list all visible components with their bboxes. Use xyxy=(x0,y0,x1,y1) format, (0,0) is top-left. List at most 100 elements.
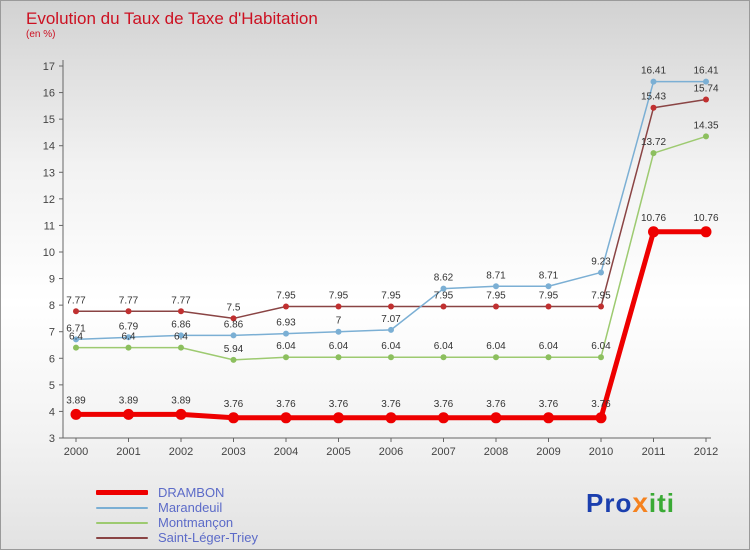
point-label: 13.72 xyxy=(641,137,666,148)
y-tick-label: 12 xyxy=(43,194,55,206)
point-label: 6.04 xyxy=(381,341,401,352)
point-label: 9.23 xyxy=(591,256,611,267)
x-tick-label: 2007 xyxy=(431,446,455,458)
point-label: 6.86 xyxy=(171,319,191,330)
data-point xyxy=(123,408,134,420)
page-subtitle: (en %) xyxy=(26,29,56,40)
data-point xyxy=(335,303,342,310)
point-label: 8.62 xyxy=(434,273,454,284)
point-label: 6.04 xyxy=(276,341,296,352)
point-label: 3.76 xyxy=(486,399,506,410)
y-tick-label: 13 xyxy=(43,167,55,179)
point-label: 7.77 xyxy=(119,295,139,306)
point-label: 3.89 xyxy=(171,395,191,406)
point-label: 7.77 xyxy=(66,295,86,306)
data-point xyxy=(598,269,604,276)
point-label: 8.71 xyxy=(539,270,559,281)
data-point xyxy=(388,354,394,361)
data-point xyxy=(228,412,239,424)
point-label: 5.94 xyxy=(224,344,244,355)
point-label: 3.76 xyxy=(224,399,244,410)
data-point xyxy=(70,408,82,420)
data-point xyxy=(388,303,394,310)
series-Marandeuil xyxy=(73,78,709,343)
data-point xyxy=(490,412,502,424)
series-Saint-Léger-Triey xyxy=(73,96,709,322)
data-point xyxy=(333,412,344,424)
y-tick-label: 3 xyxy=(49,433,55,445)
y-tick-label: 11 xyxy=(44,220,55,232)
point-label: 6.86 xyxy=(224,319,244,330)
legend-label: DRAMBON xyxy=(158,485,225,500)
point-label: 6.04 xyxy=(329,341,349,352)
data-point xyxy=(598,354,604,361)
point-label: 7.07 xyxy=(381,314,401,325)
data-point xyxy=(283,330,289,337)
legend-label: Montmançon xyxy=(158,515,234,530)
series-DRAMBON xyxy=(70,226,712,424)
y-tick-label: 9 xyxy=(49,274,55,286)
point-label: 7.95 xyxy=(381,290,401,301)
point-label: 3.89 xyxy=(66,395,86,406)
data-point xyxy=(335,328,342,335)
data-point xyxy=(178,344,184,351)
data-point xyxy=(230,332,237,339)
point-label: 7 xyxy=(336,316,342,327)
data-point xyxy=(650,104,657,111)
axes: 3 4 5 6 7 8 9 10 11 12 13 14 15 16 17 2000 2001 2002 2003 2… xyxy=(43,60,718,458)
data-point xyxy=(283,303,289,310)
x-tick-label: 2001 xyxy=(116,446,140,458)
point-label: 14.35 xyxy=(693,120,718,131)
x-tick-label: 2004 xyxy=(274,446,298,458)
point-label: 16.41 xyxy=(641,66,666,77)
y-tick-label: 14 xyxy=(43,141,55,153)
data-point xyxy=(230,356,237,363)
data-point xyxy=(703,96,709,103)
data-point xyxy=(543,412,554,424)
point-label: 6.04 xyxy=(486,341,506,352)
data-point xyxy=(283,354,289,361)
data-point xyxy=(595,412,607,424)
point-label: 3.76 xyxy=(276,399,296,410)
legend-swatch xyxy=(96,536,148,539)
point-label: 8.71 xyxy=(486,270,506,281)
legend-swatch xyxy=(96,521,148,524)
point-label: 6.4 xyxy=(174,332,188,343)
legend-item-DRAMBON: DRAMBON xyxy=(96,485,258,500)
point-label: 6.4 xyxy=(69,332,83,343)
data-point xyxy=(175,408,187,420)
legend-swatch xyxy=(96,506,148,509)
data-point xyxy=(493,303,499,310)
x-tick-label: 2011 xyxy=(642,446,666,458)
point-label: 6.4 xyxy=(122,332,136,343)
data-point xyxy=(385,412,397,424)
data-point xyxy=(125,344,132,351)
y-tick-label: 6 xyxy=(49,353,55,365)
point-label: 7.95 xyxy=(539,290,559,301)
y-tick-label: 10 xyxy=(43,247,55,259)
y-tick-label: 5 xyxy=(49,380,55,392)
y-tick-label: 8 xyxy=(49,300,55,312)
x-tick-label: 2003 xyxy=(221,446,245,458)
point-label: 6.04 xyxy=(539,341,559,352)
data-point xyxy=(335,354,342,361)
data-point xyxy=(545,303,552,310)
data-point xyxy=(280,412,292,424)
data-point xyxy=(73,336,79,343)
point-label: 7.5 xyxy=(227,302,241,313)
point-label: 6.71 xyxy=(66,323,86,334)
data-point xyxy=(438,412,449,424)
data-point xyxy=(178,332,184,339)
point-label: 16.41 xyxy=(693,66,718,77)
point-label: 7.77 xyxy=(171,295,191,306)
point-label: 7.95 xyxy=(486,290,506,301)
point-label: 10.76 xyxy=(641,213,666,224)
legend-label: Marandeuil xyxy=(158,500,223,515)
data-point xyxy=(440,285,447,292)
point-label: 10.76 xyxy=(693,213,718,224)
legend-label: Saint-Léger-Triey xyxy=(158,530,258,545)
logo-x: x xyxy=(632,487,649,518)
y-tick-label: 4 xyxy=(49,406,55,418)
data-point xyxy=(703,133,709,140)
data-point xyxy=(230,315,237,322)
